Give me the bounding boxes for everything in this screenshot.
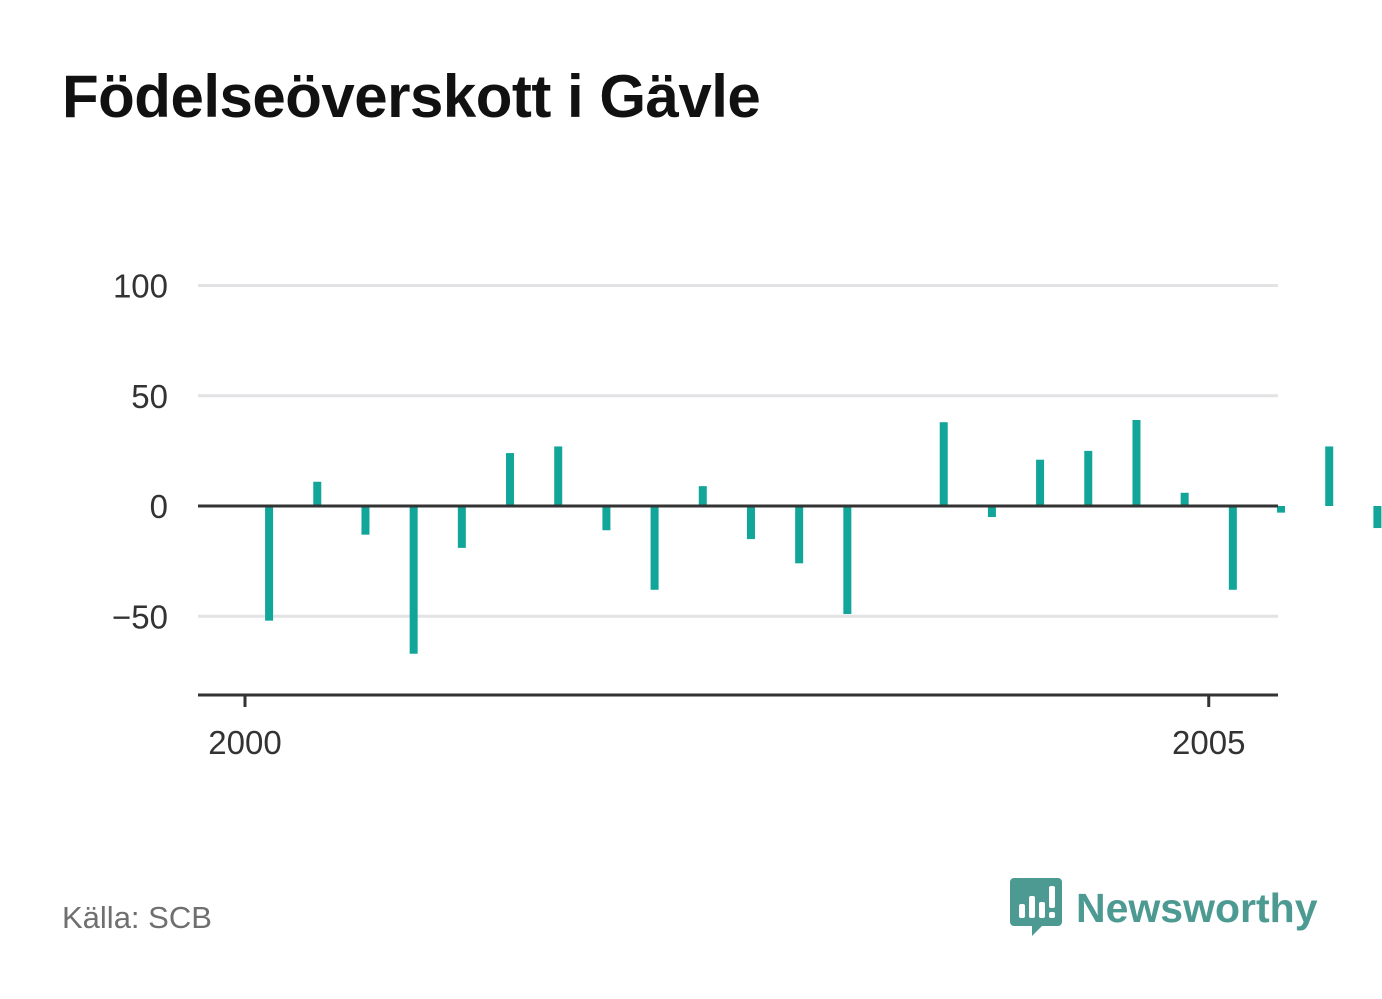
bar (409, 506, 418, 654)
bar (313, 481, 322, 506)
bar (843, 506, 852, 615)
y-tick-label: 100 (113, 268, 168, 305)
bar (698, 486, 707, 506)
bar (795, 506, 804, 564)
bar (939, 422, 948, 506)
axes (198, 504, 1278, 707)
bar (506, 453, 515, 506)
bar (650, 506, 659, 590)
source-note: Källa: SCB (62, 900, 212, 935)
bar (457, 506, 466, 548)
bar (1084, 450, 1093, 507)
bar (602, 506, 611, 531)
bar (265, 506, 274, 621)
bar (1373, 506, 1382, 529)
gridlines (198, 284, 1278, 618)
bar (361, 506, 370, 535)
y-tick-label: −50 (112, 598, 168, 635)
bar (1277, 506, 1286, 513)
bar (746, 506, 755, 540)
y-tick-label: 50 (131, 378, 168, 415)
brand-name: Newsworthy (1076, 884, 1318, 931)
bar (1180, 492, 1189, 506)
x-tick-label: 2000 (208, 724, 281, 761)
x-tick-label: 2005 (1172, 724, 1245, 761)
bar (1132, 420, 1141, 506)
newsworthy-logo: Newsworthy (1010, 878, 1318, 938)
bar (1228, 506, 1237, 590)
bar (1325, 446, 1334, 506)
bar (1036, 459, 1045, 506)
bar (987, 506, 996, 518)
newsworthy-logo-icon (1010, 878, 1062, 936)
tick-labels: −50050100200020052010201520202025 (112, 268, 1245, 762)
chart-title: Födelseöverskott i Gävle (62, 63, 761, 130)
y-tick-label: 0 (150, 488, 168, 525)
bar (554, 446, 563, 506)
bars (265, 420, 1382, 654)
